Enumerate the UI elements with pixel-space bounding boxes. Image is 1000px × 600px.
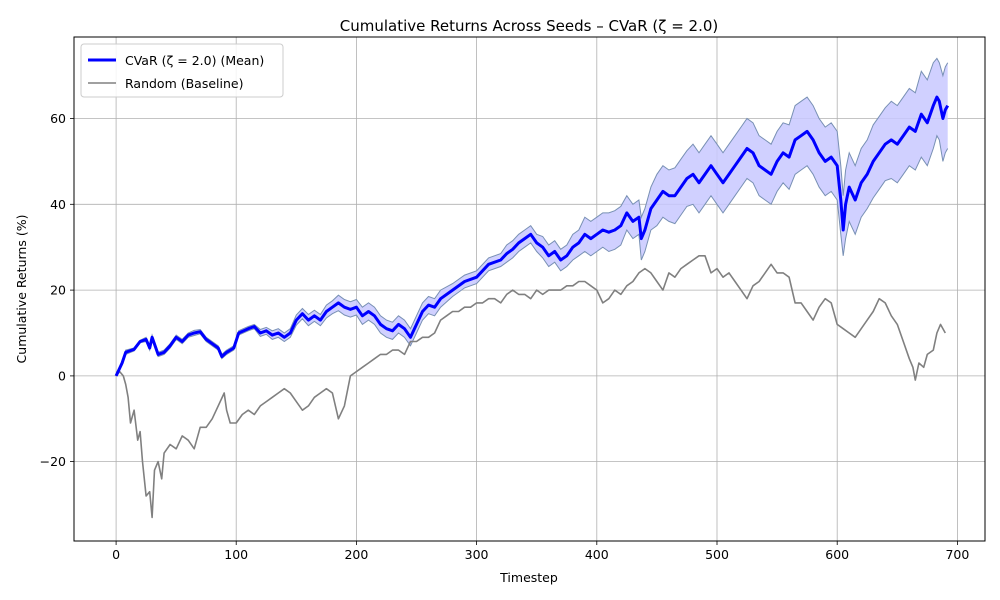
x-tick-label: 100 [224,547,248,562]
band-layer [115,57,949,377]
x-tick-label: 700 [945,547,969,562]
band-upper-edge [115,57,949,377]
x-tick-label: 200 [344,547,368,562]
x-tick-label: 500 [705,547,729,562]
plot-frame [73,36,986,542]
y-tick-label: 0 [58,368,66,383]
x-tick-label: 600 [825,547,849,562]
legend: CVaR (ζ = 2.0) (Mean) Random (Baseline) [80,43,284,98]
band-lower-edge [115,134,949,377]
y-tick-label: −20 [40,454,66,469]
series-line-cvar-mean [114,95,950,377]
legend-label-cvar: CVaR (ζ = 2.0) (Mean) [125,53,264,68]
y-axis-label: Cumulative Returns (%) [14,215,29,364]
y-tick-label: 40 [50,197,66,212]
confidence-band [116,58,948,376]
x-axis-label: Timestep [499,570,558,585]
series-line-random-baseline [115,255,946,519]
x-tick-label: 0 [112,547,120,562]
line-layer [114,95,950,519]
y-tick-label: 60 [50,111,66,126]
legend-box [80,43,284,98]
x-tick-label: 300 [465,547,489,562]
chart-title: Cumulative Returns Across Seeds – CVaR (… [340,17,719,35]
y-tick-label: 20 [50,283,66,298]
legend-label-random: Random (Baseline) [125,76,243,91]
ticks: 0 100 200 300 400 500 600 700 −20 0 20 40 60 [40,111,970,562]
grid [74,37,985,541]
x-tick-label: 400 [585,547,609,562]
